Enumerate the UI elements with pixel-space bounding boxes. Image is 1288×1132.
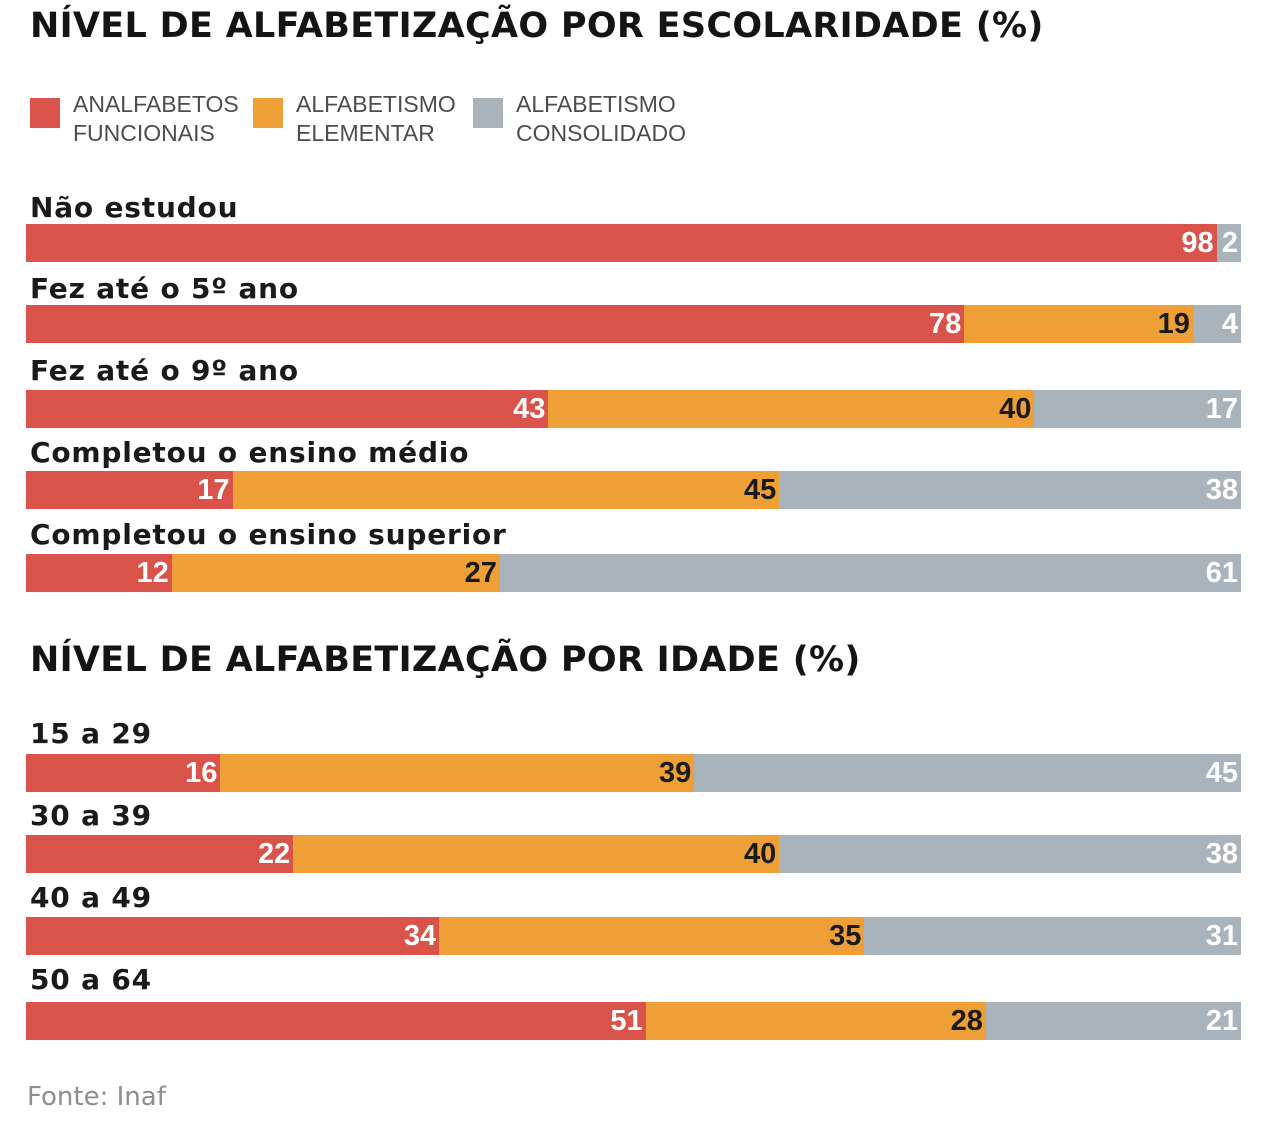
category-label: Fez até o 5º ano (30, 272, 299, 305)
bar-segment-elementar: 45 (232, 471, 780, 509)
bar-segment-consolidado: 61 (499, 554, 1241, 592)
stacked-bar: 78 19 4 (26, 305, 1241, 343)
data-label: 35 (829, 920, 862, 952)
legend-label-consolidado: ALFABETISMO CONSOLIDADO (516, 90, 686, 148)
source-note: Fonte: Inaf (27, 1082, 166, 1112)
bar-segment-consolidado: 2 (1216, 224, 1241, 262)
data-label: 2 (1221, 227, 1238, 259)
legend-label-line: FUNCIONAIS (73, 120, 215, 146)
category-label: 50 a 64 (30, 963, 152, 996)
stacked-bar: 98 2 (26, 224, 1241, 262)
bar-segment-consolidado: 31 (864, 917, 1241, 955)
data-label: 51 (610, 1005, 643, 1037)
bar-segment-elementar: 19 (964, 305, 1193, 343)
bar-segment-analfabetos: 17 (26, 471, 233, 509)
stacked-bar: 51 28 21 (26, 1002, 1241, 1040)
data-label: 17 (197, 474, 230, 506)
data-label: 98 (1181, 227, 1214, 259)
data-label: 34 (403, 920, 437, 952)
legend-swatch-analfabetos (30, 98, 60, 128)
data-label: 45 (1205, 757, 1238, 789)
data-label: 12 (136, 557, 169, 589)
data-label: 22 (258, 838, 291, 870)
bar-segment-analfabetos: 12 (26, 554, 172, 592)
data-label: 40 (999, 393, 1032, 425)
stacked-bar: 16 39 45 (26, 754, 1241, 792)
legend-label-line: ALFABETISMO (516, 91, 676, 117)
data-label: 45 (744, 474, 777, 506)
data-label: 28 (950, 1005, 983, 1037)
data-label: 19 (1157, 308, 1190, 340)
data-label: 61 (1205, 557, 1238, 589)
chart-title-escolaridade: NÍVEL DE ALFABETIZAÇÃO POR ESCOLARIDADE … (30, 6, 1044, 46)
bar-segment-elementar: 27 (171, 554, 500, 592)
bar-segment-elementar: 35 (439, 917, 865, 955)
legend-label-line: ANALFABETOS (73, 91, 239, 117)
legend-swatch-consolidado (473, 98, 503, 128)
bar-segment-consolidado: 21 (985, 1002, 1241, 1040)
bar-segment-consolidado: 45 (694, 754, 1241, 792)
data-label: 40 (744, 838, 777, 870)
data-label: 78 (929, 308, 962, 340)
chart-title-idade: NÍVEL DE ALFABETIZAÇÃO POR IDADE (%) (30, 640, 861, 680)
data-label: 27 (464, 557, 497, 589)
stacked-bar: 17 45 38 (26, 471, 1241, 509)
data-label: 38 (1205, 838, 1238, 870)
category-label: Completou o ensino médio (30, 436, 470, 469)
bar-segment-analfabetos: 16 (26, 754, 221, 792)
bar-segment-consolidado: 38 (779, 471, 1241, 509)
category-label: Fez até o 9º ano (30, 354, 299, 387)
bar-segment-analfabetos: 34 (26, 917, 440, 955)
stacked-bar: 22 40 38 (26, 835, 1241, 873)
legend-label-line: ALFABETISMO (296, 91, 456, 117)
legend-label-analfabetos: ANALFABETOS FUNCIONAIS (73, 90, 239, 148)
bar-segment-consolidado: 17 (1034, 390, 1241, 428)
bar-segment-analfabetos: 51 (26, 1002, 646, 1040)
category-label: Completou o ensino superior (30, 518, 507, 551)
bar-segment-elementar: 40 (548, 390, 1035, 428)
data-label: 31 (1205, 920, 1238, 952)
stacked-bar: 34 35 31 (26, 917, 1241, 955)
stacked-bar: 12 27 61 (26, 554, 1241, 592)
bar-segment-analfabetos: 22 (26, 835, 294, 873)
category-label: 15 a 29 (30, 717, 152, 750)
bar-segment-elementar: 39 (220, 754, 695, 792)
data-label: 17 (1205, 393, 1238, 425)
bar-segment-consolidado: 4 (1192, 305, 1241, 343)
bar-segment-analfabetos: 78 (26, 305, 965, 343)
category-label: 30 a 39 (30, 799, 152, 832)
legend-label-elementar: ALFABETISMO ELEMENTAR (296, 90, 456, 148)
legend-label-line: CONSOLIDADO (516, 120, 686, 146)
data-label: 21 (1205, 1005, 1238, 1037)
category-label: Não estudou (30, 191, 239, 224)
stacked-bar: 43 40 17 (26, 390, 1241, 428)
bar-segment-elementar: 28 (645, 1002, 986, 1040)
bar-segment-analfabetos: 98 (26, 224, 1217, 262)
data-label: 38 (1205, 474, 1238, 506)
bar-segment-elementar: 40 (293, 835, 780, 873)
bar-segment-consolidado: 38 (779, 835, 1241, 873)
legend-swatch-elementar (253, 98, 283, 128)
data-label: 43 (513, 393, 546, 425)
data-label: 16 (185, 757, 218, 789)
legend-label-line: ELEMENTAR (296, 120, 435, 146)
data-label: 39 (658, 757, 692, 789)
category-label: 40 a 49 (30, 881, 152, 914)
data-label: 4 (1221, 308, 1238, 340)
bar-segment-analfabetos: 43 (26, 390, 549, 428)
